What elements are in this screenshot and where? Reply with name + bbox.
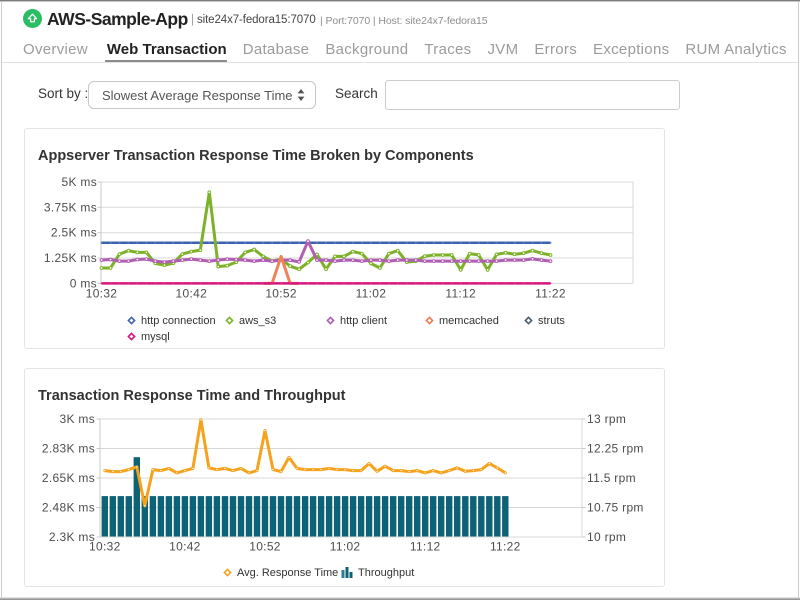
svg-text:11:12: 11:12 [410, 540, 441, 554]
svg-text:11:12: 11:12 [445, 287, 476, 301]
svg-text:2.65K ms: 2.65K ms [42, 471, 95, 485]
svg-text:12.25 rpm: 12.25 rpm [587, 442, 644, 456]
svg-text:11:02: 11:02 [330, 540, 361, 554]
svg-text:10:42: 10:42 [169, 540, 201, 554]
svg-text:10:52: 10:52 [249, 540, 281, 554]
svg-text:10:52: 10:52 [265, 287, 297, 301]
svg-text:11:22: 11:22 [490, 540, 521, 554]
svg-text:11:22: 11:22 [535, 287, 566, 301]
svg-text:11:02: 11:02 [356, 287, 387, 301]
svg-text:13 rpm: 13 rpm [587, 412, 626, 426]
svg-text:2.48K ms: 2.48K ms [42, 501, 95, 515]
svg-text:10.75 rpm: 10.75 rpm [587, 501, 644, 515]
svg-text:2.83K ms: 2.83K ms [42, 442, 95, 456]
svg-text:5K ms: 5K ms [61, 175, 97, 189]
svg-text:3.75K ms: 3.75K ms [44, 200, 97, 214]
svg-text:10 rpm: 10 rpm [587, 530, 626, 544]
svg-text:2.3K ms: 2.3K ms [49, 530, 95, 544]
svg-text:3K ms: 3K ms [59, 412, 95, 426]
svg-text:0 ms: 0 ms [70, 276, 97, 290]
svg-text:10:32: 10:32 [86, 287, 118, 301]
svg-text:10:32: 10:32 [89, 540, 121, 554]
svg-text:10:42: 10:42 [176, 287, 208, 301]
svg-text:1.25K ms: 1.25K ms [44, 251, 97, 265]
svg-text:11.5 rpm: 11.5 rpm [587, 471, 636, 485]
svg-text:2.5K ms: 2.5K ms [51, 226, 97, 240]
